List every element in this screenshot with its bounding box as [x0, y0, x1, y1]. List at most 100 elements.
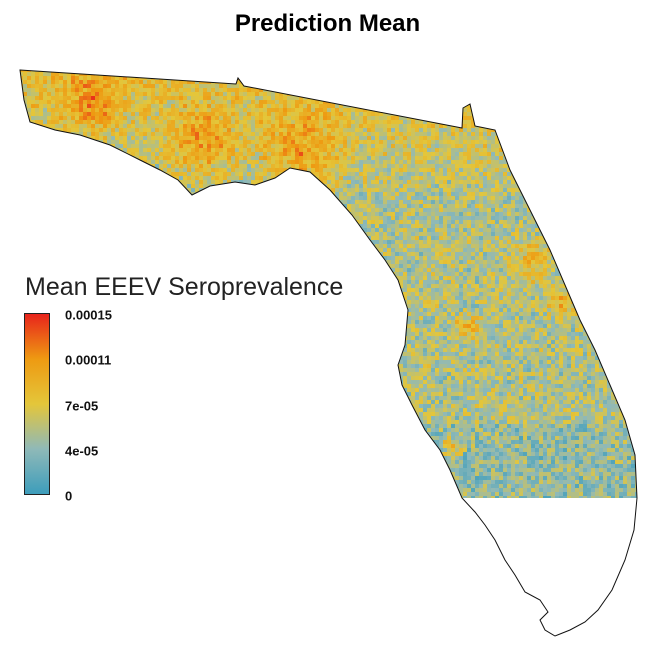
raster-cell — [331, 132, 335, 136]
raster-cell — [391, 70, 395, 72]
raster-cell — [203, 132, 207, 136]
raster-cell — [539, 140, 543, 144]
raster-cell — [363, 88, 367, 92]
raster-cell — [439, 112, 443, 116]
raster-cell — [583, 176, 587, 180]
raster-cell — [523, 128, 527, 132]
raster-cell — [623, 160, 627, 164]
raster-cell — [503, 108, 507, 112]
raster-cell — [427, 64, 431, 68]
raster-cell — [207, 168, 211, 172]
raster-cell — [351, 184, 355, 188]
raster-cell — [539, 136, 543, 140]
raster-cell — [159, 100, 163, 104]
raster-cell — [403, 108, 407, 112]
raster-cell — [571, 84, 575, 88]
raster-cell — [499, 180, 503, 184]
raster-cell — [523, 132, 527, 136]
raster-cell — [491, 168, 495, 172]
raster-cell — [23, 148, 27, 152]
raster-cell — [279, 76, 283, 80]
raster-cell — [507, 108, 511, 112]
raster-cell — [403, 72, 407, 76]
raster-cell — [595, 168, 599, 172]
raster-cell — [495, 168, 499, 172]
raster-cell — [391, 172, 395, 176]
raster-cell — [179, 72, 183, 76]
raster-cell — [579, 84, 583, 88]
raster-cell — [619, 100, 623, 104]
raster-cell — [275, 172, 279, 176]
raster-cell — [279, 72, 283, 76]
raster-cell — [223, 84, 227, 88]
raster-cell — [135, 84, 139, 88]
raster-cell — [603, 88, 607, 92]
raster-cell — [263, 116, 267, 120]
raster-cell — [623, 124, 627, 128]
raster-cell — [455, 152, 459, 156]
raster-cell — [571, 168, 575, 172]
raster-cell — [63, 124, 67, 128]
raster-cell — [27, 144, 31, 148]
raster-cell — [35, 140, 39, 144]
raster-cell — [503, 120, 507, 124]
raster-cell — [183, 104, 187, 108]
raster-cell — [171, 160, 175, 164]
raster-cell — [471, 60, 475, 64]
raster-cell — [95, 108, 99, 112]
raster-cell — [95, 156, 99, 160]
raster-cell — [603, 176, 607, 180]
raster-cell — [495, 160, 499, 164]
raster-cell — [155, 64, 159, 68]
raster-cell — [211, 100, 215, 104]
raster-cell — [83, 92, 87, 96]
raster-cell — [307, 136, 311, 140]
raster-cell — [327, 184, 331, 188]
raster-cell — [563, 140, 567, 144]
raster-cell — [51, 70, 55, 72]
raster-cell — [283, 124, 287, 128]
raster-cell — [259, 84, 263, 88]
raster-cell — [183, 120, 187, 124]
raster-cell — [231, 160, 235, 164]
raster-cell — [147, 96, 151, 100]
raster-cell — [627, 72, 631, 76]
raster-cell — [207, 128, 211, 132]
raster-cell — [383, 120, 387, 124]
raster-cell — [591, 176, 595, 180]
raster-cell — [599, 100, 603, 104]
raster-cell — [407, 176, 411, 180]
raster-cell — [75, 112, 79, 116]
raster-cell — [339, 152, 343, 156]
raster-cell — [383, 184, 387, 188]
raster-cell — [299, 70, 303, 72]
raster-cell — [559, 92, 563, 96]
raster-cell — [487, 128, 491, 132]
raster-cell — [151, 76, 155, 80]
raster-cell — [459, 156, 463, 160]
raster-cell — [223, 112, 227, 116]
raster-cell — [419, 156, 423, 160]
raster-cell — [251, 96, 255, 100]
raster-cell — [335, 172, 339, 176]
raster-cell — [43, 144, 47, 148]
raster-cell — [183, 160, 187, 164]
raster-cell — [547, 128, 551, 132]
raster-cell — [383, 144, 387, 148]
raster-cell — [151, 156, 155, 160]
raster-cell — [43, 104, 47, 108]
raster-cell — [291, 124, 295, 128]
raster-cell — [471, 136, 475, 140]
raster-cell — [39, 116, 43, 120]
raster-cell — [571, 72, 575, 76]
raster-cell — [135, 104, 139, 108]
raster-cell — [347, 164, 351, 168]
raster-cell — [55, 112, 59, 116]
raster-cell — [195, 144, 199, 148]
raster-cell — [255, 156, 259, 160]
raster-cell — [503, 104, 507, 108]
raster-cell — [215, 128, 219, 132]
raster-cell — [443, 108, 447, 112]
raster-cell — [103, 64, 107, 68]
raster-cell — [199, 152, 203, 156]
